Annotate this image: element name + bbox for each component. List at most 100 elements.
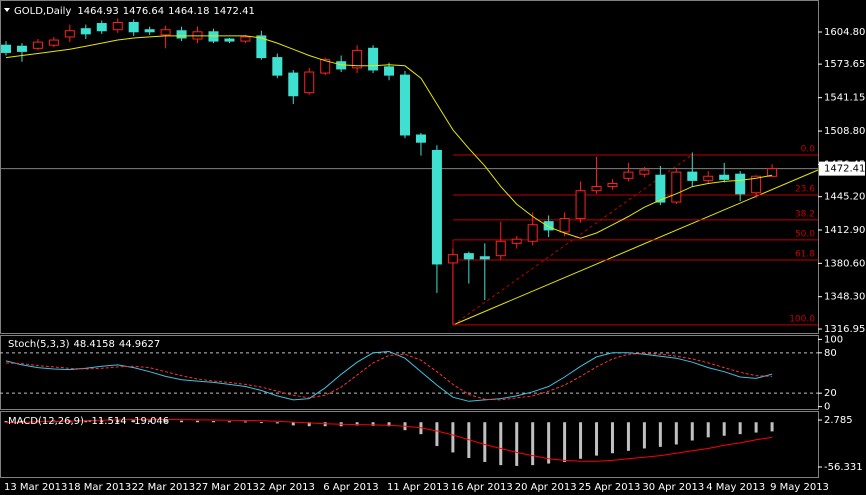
stoch-header: Stoch(5,3,3) 48.4158 44.9627	[8, 339, 160, 350]
y-tick-label: 1508.80	[824, 126, 865, 137]
y-tick-label: 1316.95	[824, 324, 865, 335]
candle-body	[128, 22, 139, 33]
x-tick-label: 4 May 2013	[706, 482, 765, 493]
candle-body	[160, 29, 171, 36]
y-tick-label: 1412.90	[824, 225, 865, 236]
main-line	[5, 350, 773, 402]
stoch-panel	[0, 335, 819, 410]
histogram-bar	[515, 422, 519, 466]
histogram-bar	[20, 420, 24, 423]
histogram-bar	[483, 422, 487, 462]
candle-body	[32, 41, 43, 49]
histogram-bar	[148, 420, 152, 423]
candle-body	[16, 45, 27, 52]
panel-frames	[0, 0, 819, 478]
candle-body	[655, 174, 666, 203]
histogram-bar	[706, 422, 710, 438]
fib-label: 0.0	[801, 144, 816, 154]
histogram-bar	[674, 422, 678, 445]
histogram-bar	[100, 420, 104, 423]
histogram-bar	[211, 421, 215, 423]
candle-body	[224, 38, 235, 42]
fib-label: 50.0	[795, 229, 815, 239]
y-tick-label: 1380.60	[824, 258, 865, 269]
y-tick-label: 1348.30	[824, 292, 865, 303]
macd-signal-value: -19.046	[131, 416, 170, 427]
stoch-main-value: 48.4158	[73, 339, 114, 350]
histogram-bar	[180, 420, 184, 423]
high-value: 1476.64	[123, 6, 164, 17]
candle-body	[431, 149, 442, 265]
histogram-bar	[579, 422, 583, 459]
histogram-bar	[84, 420, 88, 423]
open-value: 1464.93	[77, 6, 118, 17]
macd-panel	[0, 411, 819, 478]
candle-body	[112, 22, 123, 31]
histogram-bar	[387, 422, 391, 427]
candle-body	[767, 168, 778, 177]
candle-body	[288, 72, 299, 97]
y-tick-label: 1445.20	[824, 192, 865, 203]
macd-main-value: -11.514	[88, 416, 127, 427]
candle-body	[463, 253, 474, 260]
y-tick-label: 80	[824, 348, 837, 359]
main-panel	[0, 0, 819, 334]
x-tick-label: 6 Apr 2013	[323, 482, 378, 493]
histogram-bar	[531, 422, 535, 466]
menu-arrow[interactable]	[4, 8, 10, 12]
histogram-bar	[323, 422, 327, 427]
histogram-bar	[132, 420, 136, 423]
histogram-bar	[243, 421, 247, 423]
histogram-bar	[626, 422, 630, 451]
histogram-bar	[164, 420, 168, 423]
fib-label: 38.2	[795, 209, 815, 219]
x-tick-label: 16 Apr 2013	[451, 482, 513, 493]
x-tick-label: 18 Mar 2013	[68, 482, 131, 493]
candle-body	[80, 28, 91, 35]
candle-body	[96, 23, 107, 32]
close-value: 1472.41	[213, 6, 254, 17]
candle-body	[272, 57, 283, 76]
candle-body	[176, 30, 187, 39]
candle-body	[368, 47, 379, 71]
candle-body	[256, 35, 267, 59]
x-tick-label: 20 Apr 2013	[515, 482, 577, 493]
candle-body	[352, 49, 363, 69]
histogram-bar	[722, 422, 726, 436]
candle-body	[511, 238, 522, 244]
candle-body	[735, 173, 746, 195]
histogram-bar	[610, 422, 614, 454]
candle-body	[384, 66, 395, 76]
candle-body	[527, 224, 538, 242]
candle-body	[320, 59, 331, 74]
histogram-bar	[563, 422, 567, 462]
histogram-bar	[642, 422, 646, 449]
histogram-bar	[355, 422, 359, 426]
candle-body	[208, 31, 219, 42]
histogram-bar	[4, 421, 8, 423]
fib-label: 100.0	[789, 314, 815, 324]
candle-body	[559, 218, 570, 233]
x-tick-label: 22 Mar 2013	[132, 482, 195, 493]
histogram-bar	[116, 420, 120, 423]
candle-body	[607, 182, 618, 188]
candle-body	[543, 221, 554, 231]
candle-body	[400, 74, 410, 136]
price-box	[819, 161, 865, 176]
histogram-bar	[291, 422, 295, 426]
x-tick-label: 30 Apr 2013	[642, 482, 704, 493]
x-tick-label: 13 Mar 2013	[4, 482, 67, 493]
histogram-bar	[499, 422, 503, 466]
candle-body	[64, 30, 75, 38]
histogram-bar	[275, 422, 279, 424]
y-tick-label: 2.785	[824, 415, 853, 426]
macd-header: MACD(12,26,9) -11.514 -19.046	[8, 416, 169, 427]
signal-line	[5, 352, 773, 401]
signal-line	[5, 418, 773, 462]
candle-body	[751, 175, 762, 194]
histogram-bar	[307, 422, 311, 427]
macd-title: MACD(12,26,9)	[8, 416, 84, 427]
histogram-bar	[227, 421, 231, 423]
stoch-signal-value: 44.9627	[119, 339, 160, 350]
candle-body	[495, 240, 506, 257]
